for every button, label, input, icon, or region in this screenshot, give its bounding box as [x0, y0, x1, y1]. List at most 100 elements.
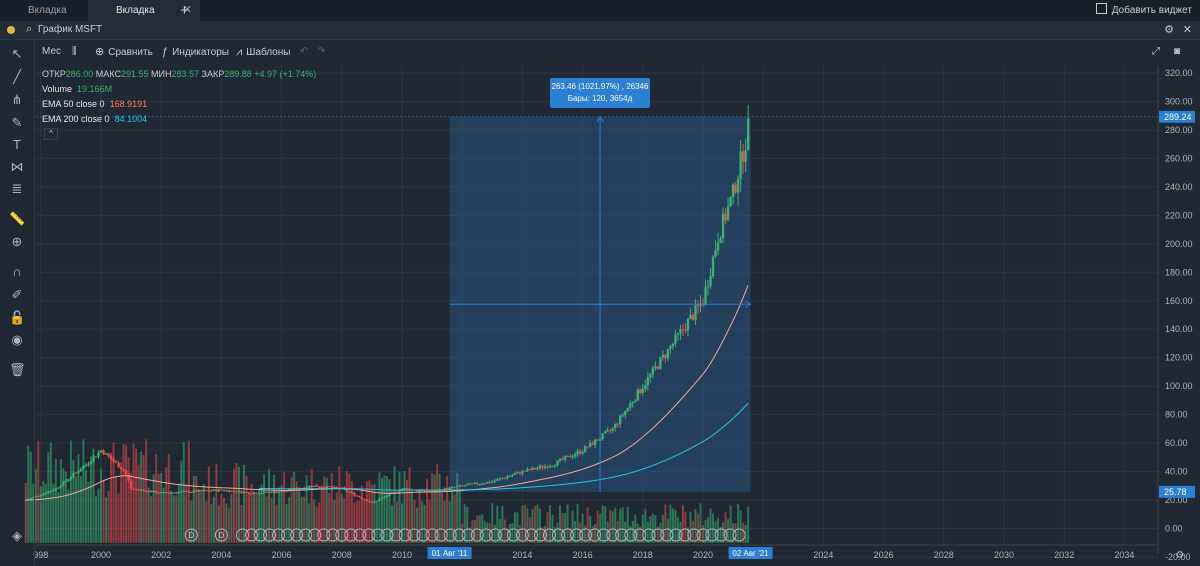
candle-body: [320, 487, 323, 489]
candles-icon[interactable]: ⫼: [72, 46, 77, 57]
candle-body: [265, 491, 268, 493]
trend-line-icon[interactable]: ╱: [13, 69, 21, 84]
close-tab-icon[interactable]: ✕: [182, 4, 192, 16]
text-icon[interactable]: T: [13, 137, 21, 152]
candle-body: [516, 472, 519, 474]
volume-bar: [345, 471, 348, 543]
status-dot-icon: [7, 26, 15, 34]
volume-bar: [737, 503, 740, 543]
dividend-marker: [524, 528, 538, 542]
volume-bar: [481, 514, 484, 543]
volume-bar: [406, 479, 409, 543]
lock-drawing-icon[interactable]: ✐: [11, 287, 23, 302]
drawing-tools-sidebar: ↖ ╱ ⋔ ✎ T ⋈ ≣ 📏 ⊕ ∩ ✐ 🔓 ◉ 🗑 ◈: [0, 40, 35, 566]
compare-button[interactable]: ⊕ Сравнить: [95, 40, 153, 65]
eye-icon[interactable]: ◉: [11, 332, 23, 347]
volume-bar: [513, 512, 516, 543]
tab-2[interactable]: Вкладка ✕: [88, 0, 200, 21]
lock-icon[interactable]: 🔓: [9, 310, 26, 325]
magnet-icon[interactable]: ∩: [12, 264, 22, 279]
volume-bar: [77, 454, 80, 543]
volume-bar: [744, 525, 747, 543]
ruler-icon[interactable]: 📏: [9, 211, 26, 226]
volume-bar: [468, 527, 471, 543]
candle-body: [170, 492, 173, 494]
volume-bar: [330, 473, 333, 543]
candle-body: [611, 428, 614, 431]
volume-bar: [260, 484, 263, 543]
candle-body: [104, 453, 108, 455]
volume-bar: [463, 504, 466, 543]
candle-body: [275, 491, 278, 493]
layers-icon[interactable]: ◈: [12, 528, 22, 543]
zoom-in-icon[interactable]: ⊕: [11, 234, 23, 249]
candle-body: [736, 179, 740, 193]
settings-icon[interactable]: ⚙: [1164, 24, 1174, 36]
templates-button[interactable]: ⩘ Шаблоны: [236, 40, 290, 65]
volume-bar: [664, 504, 667, 543]
redo-icon[interactable]: ↷: [317, 46, 326, 57]
brush-icon[interactable]: ✎: [11, 115, 23, 130]
volume-bar: [684, 511, 687, 543]
indicator-ema50[interactable]: EMA 50 close 0 168.9191: [42, 99, 147, 109]
price-tick-label: 120.00: [1165, 353, 1193, 363]
dividend-marker: [344, 528, 358, 542]
fullscreen-icon[interactable]: ⤢: [1152, 46, 1160, 57]
pitchfork-icon[interactable]: ⋔: [11, 92, 23, 107]
tab-1[interactable]: Вкладка: [0, 0, 116, 21]
cursor-icon[interactable]: ↖: [11, 46, 23, 61]
trash-icon[interactable]: 🗑: [9, 362, 26, 377]
volume-bar: [551, 515, 554, 543]
close-icon[interactable]: ✕: [1182, 24, 1192, 36]
candle-body: [177, 492, 180, 494]
volume-bar: [283, 472, 286, 543]
chart-title[interactable]: График MSFT: [38, 24, 103, 35]
pattern-icon[interactable]: ⋈: [10, 159, 24, 174]
interval-button[interactable]: Мес: [42, 46, 62, 57]
candle-body: [328, 486, 331, 488]
volume-bar: [255, 492, 258, 543]
add-widget-button[interactable]: Добавить виджет: [1095, 0, 1192, 21]
volume-bar: [473, 519, 476, 543]
camera-icon[interactable]: ◙: [1174, 46, 1181, 57]
time-tick-label: 2032: [1054, 550, 1074, 560]
candle-body: [568, 455, 572, 458]
range-start-label: 01 Авг '11: [432, 549, 468, 558]
candle-body: [704, 287, 707, 306]
candle-body: [624, 411, 627, 416]
volume-bar: [64, 471, 67, 543]
candle-body: [694, 305, 697, 320]
volume-bar: [523, 504, 526, 543]
volume-bar: [393, 466, 396, 543]
collapse-legend-icon[interactable]: ^: [44, 128, 58, 140]
price-tick-label: 300.00: [1165, 96, 1193, 106]
candle-body: [729, 196, 732, 207]
candle-body: [255, 492, 258, 494]
volume-bar: [651, 513, 654, 543]
volume-bar: [42, 480, 45, 543]
candle-body: [666, 348, 670, 358]
volume-bar: [358, 500, 361, 543]
volume-bar: [89, 456, 92, 543]
add-tab-button[interactable]: +: [180, 2, 189, 19]
fib-icon[interactable]: ≣: [11, 181, 23, 196]
time-tick-label: 2000: [91, 550, 111, 560]
candle-body: [558, 458, 562, 461]
candle-body: [247, 492, 251, 494]
candle-body: [719, 238, 722, 243]
candle-body: [503, 478, 507, 480]
candle-body: [746, 118, 750, 151]
indicator-volume[interactable]: Volume 19.166M: [42, 84, 112, 94]
volume-bar: [729, 505, 732, 543]
price-tick-label: 220.00: [1165, 210, 1193, 220]
search-icon[interactable]: ⌕: [26, 23, 33, 35]
candle-body: [433, 490, 436, 492]
undo-icon[interactable]: ↶: [300, 46, 309, 57]
indicators-button[interactable]: ƒ Индикаторы: [162, 40, 229, 65]
candle-body: [29, 497, 32, 500]
dividend-marker: [705, 528, 719, 542]
volume-bar: [546, 511, 549, 543]
candle-body: [119, 467, 123, 470]
indicator-ema200[interactable]: EMA 200 close 0 84.1004: [42, 114, 147, 124]
